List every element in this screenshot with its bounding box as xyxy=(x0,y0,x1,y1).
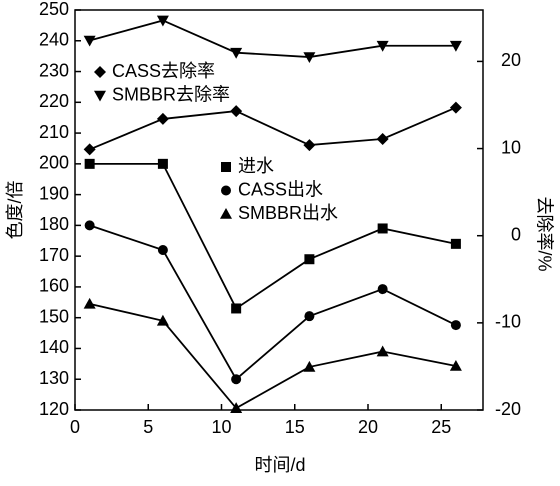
legend-marker xyxy=(220,208,232,219)
marker xyxy=(83,143,96,156)
marker xyxy=(450,238,461,249)
marker xyxy=(303,139,316,152)
y2-tick-label: 10 xyxy=(501,137,521,157)
y-tick-label: 150 xyxy=(39,306,69,326)
x-tick-label: 0 xyxy=(70,417,80,437)
marker xyxy=(230,47,243,59)
x-tick-label: 5 xyxy=(143,417,153,437)
y2-tick-label: -10 xyxy=(495,312,521,332)
series-line xyxy=(89,302,457,410)
marker xyxy=(84,158,95,169)
marker xyxy=(303,52,316,64)
series-line xyxy=(89,19,456,58)
y-tick-label: 140 xyxy=(39,337,69,357)
plot-frame xyxy=(74,9,484,411)
x-tick-label: 10 xyxy=(211,417,231,437)
marker xyxy=(231,303,242,314)
legend-label: SMBBR出水 xyxy=(238,203,338,223)
marker xyxy=(376,345,389,357)
marker xyxy=(377,223,388,234)
series-line xyxy=(89,162,457,310)
marker xyxy=(377,284,388,295)
y2-tick-label: -20 xyxy=(495,399,521,419)
x-tick-label: 20 xyxy=(358,417,378,437)
marker xyxy=(303,360,316,372)
marker xyxy=(376,40,389,52)
marker xyxy=(376,132,389,145)
x-tick-label: 15 xyxy=(285,417,305,437)
y2-axis-label: 去除率/% xyxy=(534,196,554,271)
legend-label: SMBBR去除率 xyxy=(112,84,230,104)
marker xyxy=(156,15,169,27)
marker xyxy=(157,158,168,169)
x-axis-label: 时间/d xyxy=(254,455,305,475)
y-tick-label: 220 xyxy=(39,91,69,111)
marker xyxy=(83,35,96,47)
legend-marker xyxy=(94,66,106,78)
marker xyxy=(156,112,169,125)
y-tick-label: 250 xyxy=(39,0,69,19)
marker xyxy=(449,101,462,114)
series-line xyxy=(89,224,457,381)
series-line xyxy=(89,106,457,151)
marker xyxy=(157,245,168,255)
marker xyxy=(156,314,169,326)
y2-tick-label: 20 xyxy=(501,50,521,70)
marker xyxy=(231,374,242,385)
y-tick-label: 210 xyxy=(39,122,69,142)
legend-label: 进水 xyxy=(238,156,274,176)
marker xyxy=(83,297,96,309)
legend-label: CASS去除率 xyxy=(112,61,215,81)
legend-label: CASS出水 xyxy=(238,179,323,199)
y2-tick-label: 0 xyxy=(511,224,521,244)
y-tick-label: 230 xyxy=(39,60,69,80)
legend-marker xyxy=(221,185,231,196)
y-tick-label: 200 xyxy=(39,153,69,173)
y-tick-label: 120 xyxy=(39,399,69,419)
marker xyxy=(230,105,243,118)
y-tick-label: 240 xyxy=(39,30,69,50)
marker xyxy=(449,40,462,52)
marker xyxy=(84,220,95,231)
y-axis-label: 色度/倍 xyxy=(5,180,25,239)
y-tick-label: 180 xyxy=(39,214,69,234)
legend-marker xyxy=(221,162,231,172)
legend-marker xyxy=(94,90,106,102)
marker xyxy=(450,320,461,331)
marker xyxy=(230,402,243,413)
y-tick-label: 190 xyxy=(39,183,69,203)
marker xyxy=(304,254,315,265)
x-tick-label: 25 xyxy=(431,417,451,437)
marker xyxy=(304,311,315,322)
marker xyxy=(449,360,462,371)
y-tick-label: 170 xyxy=(39,245,69,265)
y-tick-label: 160 xyxy=(39,276,69,296)
y-tick-label: 130 xyxy=(39,368,69,388)
